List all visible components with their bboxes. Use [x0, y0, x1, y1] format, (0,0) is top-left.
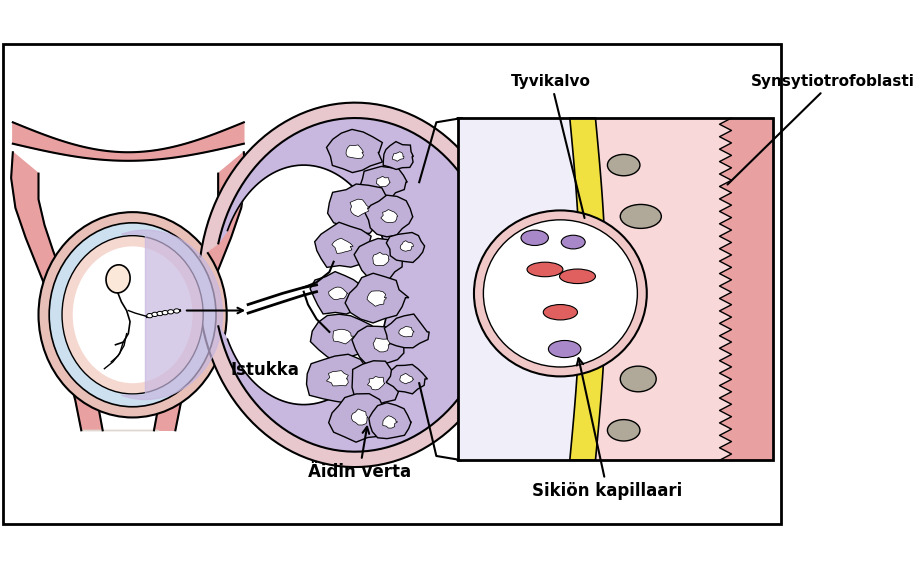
Polygon shape	[315, 222, 371, 268]
Polygon shape	[354, 239, 403, 279]
Polygon shape	[365, 195, 413, 237]
Ellipse shape	[521, 230, 549, 245]
Text: Synsytiotrofoblasti: Synsytiotrofoblasti	[727, 73, 915, 185]
Polygon shape	[400, 241, 413, 251]
Ellipse shape	[543, 304, 577, 320]
Polygon shape	[13, 122, 244, 161]
Polygon shape	[352, 361, 406, 407]
Polygon shape	[719, 118, 772, 460]
Polygon shape	[346, 145, 364, 158]
Polygon shape	[352, 326, 410, 365]
Ellipse shape	[560, 269, 595, 283]
Ellipse shape	[72, 247, 192, 383]
Polygon shape	[367, 377, 385, 390]
Ellipse shape	[549, 340, 581, 358]
Ellipse shape	[527, 262, 563, 277]
Ellipse shape	[106, 265, 130, 293]
Ellipse shape	[49, 223, 216, 407]
Ellipse shape	[474, 210, 647, 377]
Ellipse shape	[152, 312, 158, 316]
Ellipse shape	[168, 310, 174, 314]
Text: Istukka: Istukka	[231, 361, 300, 379]
Polygon shape	[385, 314, 430, 348]
Ellipse shape	[147, 314, 153, 318]
Polygon shape	[381, 210, 398, 223]
Polygon shape	[398, 327, 414, 337]
Ellipse shape	[162, 311, 169, 315]
Polygon shape	[326, 130, 382, 173]
Ellipse shape	[607, 420, 640, 441]
Text: Äidin verta: Äidin verta	[308, 427, 411, 481]
Polygon shape	[373, 252, 389, 266]
Polygon shape	[392, 152, 404, 161]
Polygon shape	[11, 152, 103, 431]
Ellipse shape	[620, 366, 656, 392]
Polygon shape	[360, 166, 408, 199]
Polygon shape	[399, 373, 414, 384]
Ellipse shape	[603, 270, 636, 317]
Ellipse shape	[157, 311, 163, 316]
Bar	[458, 118, 772, 460]
Ellipse shape	[562, 235, 585, 249]
Polygon shape	[329, 394, 387, 442]
Bar	[458, 118, 772, 460]
Ellipse shape	[38, 212, 227, 417]
Polygon shape	[329, 287, 347, 300]
Ellipse shape	[62, 236, 203, 394]
Polygon shape	[383, 141, 413, 169]
Polygon shape	[218, 118, 496, 452]
Text: Sikiön kapillaari: Sikiön kapillaari	[532, 358, 682, 500]
Polygon shape	[307, 354, 370, 403]
Polygon shape	[373, 338, 390, 352]
Polygon shape	[570, 118, 605, 460]
Polygon shape	[369, 403, 411, 438]
Polygon shape	[387, 365, 428, 394]
Polygon shape	[311, 314, 376, 363]
Ellipse shape	[174, 309, 180, 313]
Polygon shape	[376, 176, 390, 187]
Polygon shape	[122, 230, 223, 399]
Text: Tyvikalvo: Tyvikalvo	[511, 73, 591, 218]
Polygon shape	[352, 409, 368, 425]
Polygon shape	[387, 232, 425, 262]
Polygon shape	[326, 371, 348, 386]
Polygon shape	[367, 291, 387, 306]
Polygon shape	[332, 238, 354, 253]
Ellipse shape	[484, 220, 638, 367]
Bar	[577, 118, 772, 460]
Polygon shape	[328, 184, 393, 233]
Ellipse shape	[620, 204, 661, 228]
Bar	[458, 118, 577, 460]
Polygon shape	[201, 103, 511, 467]
Ellipse shape	[607, 154, 640, 176]
Polygon shape	[350, 199, 370, 216]
Polygon shape	[311, 272, 365, 314]
Polygon shape	[154, 152, 245, 431]
Polygon shape	[345, 273, 409, 323]
Polygon shape	[383, 416, 398, 428]
Polygon shape	[333, 329, 354, 344]
